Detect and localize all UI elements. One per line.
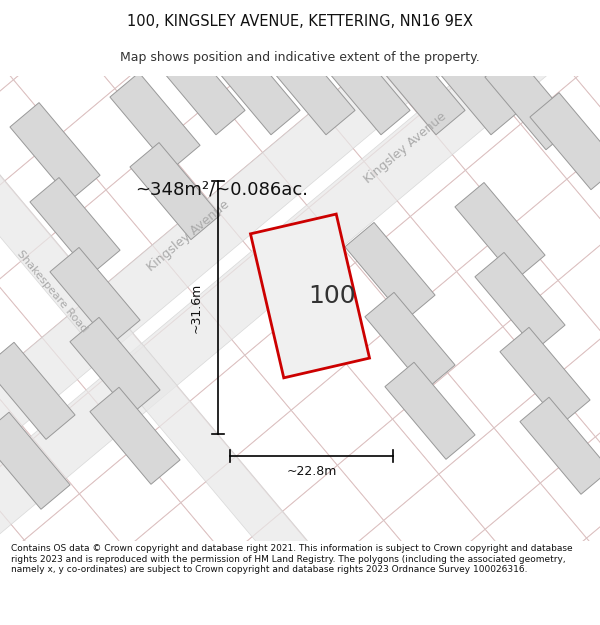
Polygon shape [0,412,70,509]
Text: 100: 100 [308,284,356,308]
Polygon shape [0,342,75,439]
Polygon shape [265,38,355,135]
Polygon shape [70,318,160,414]
Text: 100, KINGSLEY AVENUE, KETTERING, NN16 9EX: 100, KINGSLEY AVENUE, KETTERING, NN16 9E… [127,14,473,29]
Polygon shape [430,38,520,135]
Polygon shape [345,222,435,319]
Polygon shape [320,38,410,135]
Polygon shape [0,0,545,625]
Polygon shape [520,398,600,494]
Text: ~348m²/~0.086ac.: ~348m²/~0.086ac. [136,180,308,198]
Polygon shape [385,362,475,459]
Polygon shape [530,92,600,190]
Polygon shape [10,102,100,199]
Text: Map shows position and indicative extent of the property.: Map shows position and indicative extent… [120,51,480,64]
Text: Kingsley Avenue: Kingsley Avenue [361,110,449,186]
Polygon shape [50,248,140,344]
Text: Kingsley Avenue: Kingsley Avenue [145,198,232,274]
Polygon shape [30,177,120,274]
Text: Shakespeare Road: Shakespeare Road [15,248,89,334]
Polygon shape [250,214,370,378]
Polygon shape [375,38,465,135]
Polygon shape [475,253,565,349]
Polygon shape [155,38,245,135]
Polygon shape [130,142,220,239]
Polygon shape [500,328,590,424]
Polygon shape [455,182,545,279]
Polygon shape [365,292,455,389]
Text: Contains OS data © Crown copyright and database right 2021. This information is : Contains OS data © Crown copyright and d… [11,544,572,574]
Polygon shape [90,388,180,484]
Text: ~22.8m: ~22.8m [286,465,337,478]
Polygon shape [210,38,300,135]
Polygon shape [110,72,200,170]
Text: ~31.6m: ~31.6m [190,282,203,332]
Polygon shape [485,52,575,150]
